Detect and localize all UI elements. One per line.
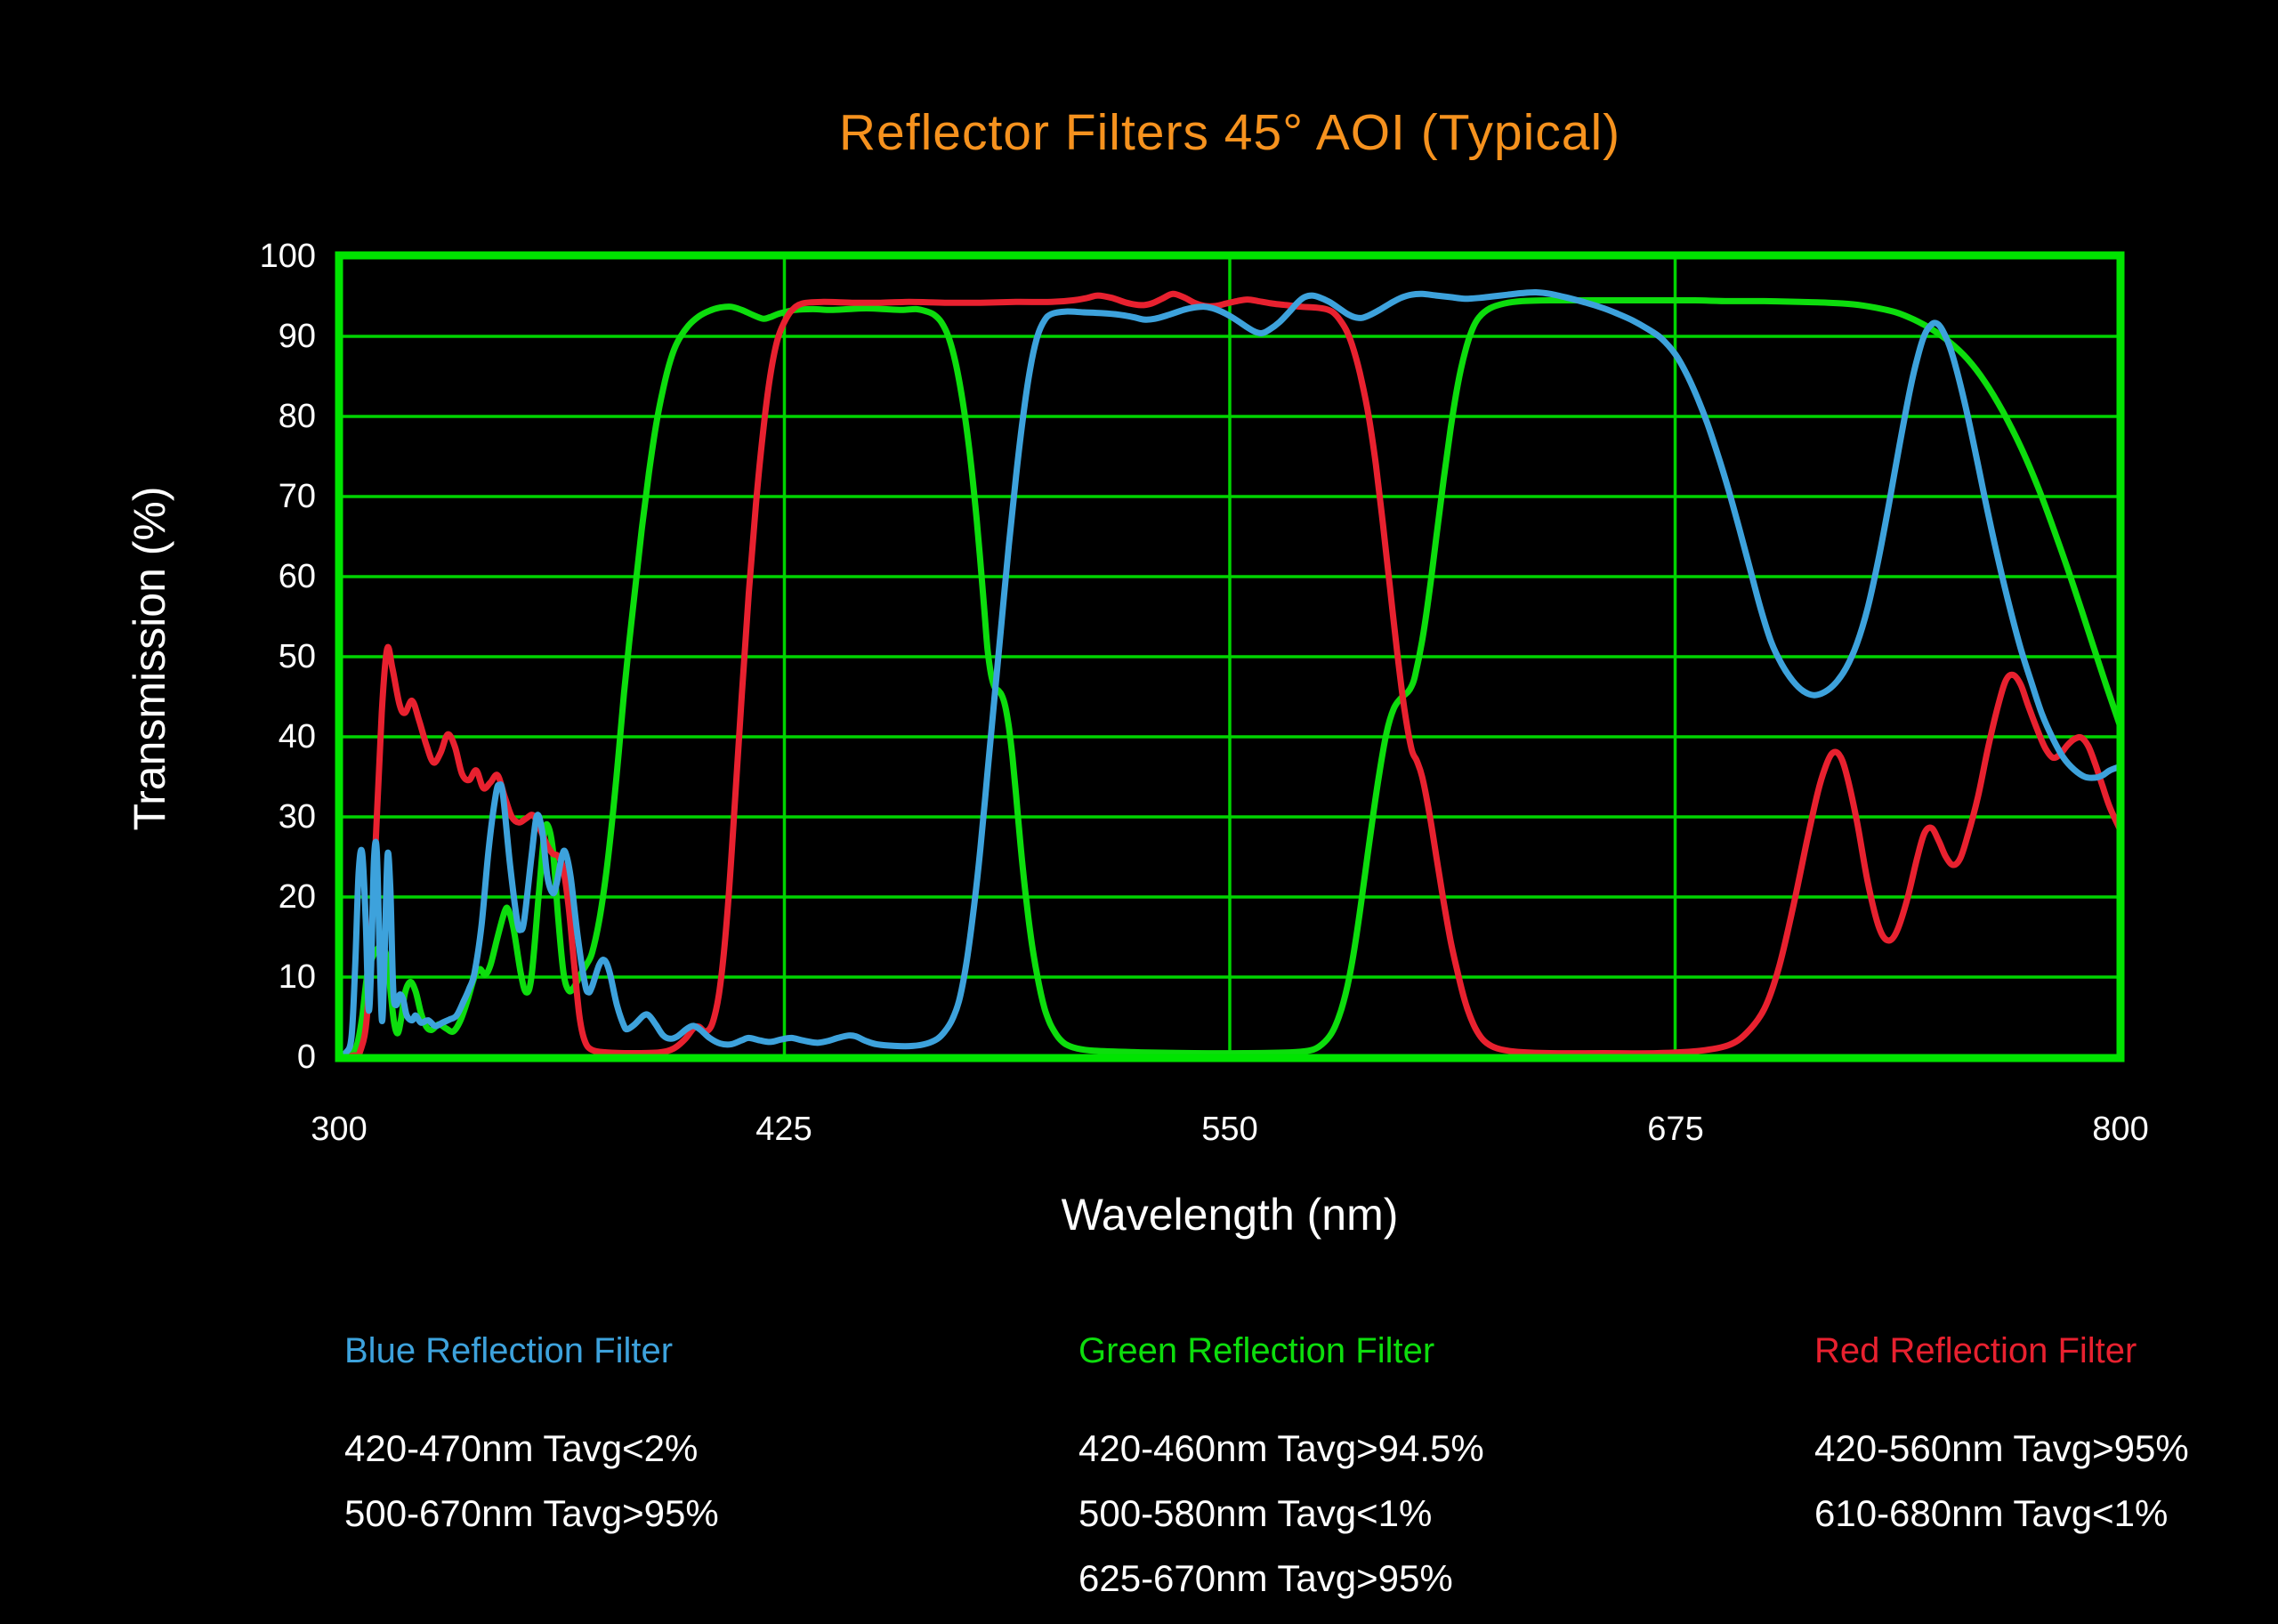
- curve-green-reflection-filter: [335, 296, 2124, 1059]
- x-tick-800: 800: [2092, 1111, 2149, 1148]
- y-tick-100: 100: [259, 238, 316, 275]
- y-tick-70: 70: [278, 478, 316, 515]
- x-tick-550: 550: [1201, 1111, 1258, 1148]
- y-tick-40: 40: [278, 718, 316, 755]
- y-tick-50: 50: [278, 638, 316, 675]
- y-tick-0: 0: [296, 1038, 316, 1076]
- x-tick-300: 300: [311, 1111, 368, 1148]
- plot-gridlines: [339, 256, 2120, 1057]
- legend-red-spec-2: 610-680nm Tavg<1%: [1814, 1492, 2169, 1534]
- plot-border: [335, 251, 2125, 1062]
- legend-blue-spec-1: 420-470nm Tavg<2%: [344, 1427, 699, 1469]
- y-tick-80: 80: [278, 398, 316, 435]
- legend-green-spec-1: 420-460nm Tavg>94.5%: [1078, 1427, 1484, 1469]
- x-axis-title: Wavelength (nm): [1061, 1190, 1399, 1240]
- legend-red-spec-1: 420-560nm Tavg>95%: [1814, 1427, 2189, 1469]
- y-tick-30: 30: [278, 798, 316, 836]
- legend-red-filter: Red Reflection Filter 420-560nm Tavg>95%…: [1814, 1331, 2189, 1546]
- legend-green-spec-2: 500-580nm Tavg<1%: [1078, 1492, 1433, 1534]
- legend-blue-title: Blue Reflection Filter: [344, 1331, 674, 1370]
- x-tick-425: 425: [755, 1111, 812, 1148]
- page-title: Reflector Filters 45° AOI (Typical): [838, 104, 1621, 161]
- plot-curves: [335, 288, 2124, 1061]
- y-tick-60: 60: [278, 558, 316, 595]
- legend-green-spec-3: 625-670nm Tavg>95%: [1078, 1557, 1453, 1599]
- legend-red-title: Red Reflection Filter: [1814, 1331, 2137, 1370]
- curve-blue-reflection-filter: [335, 288, 2124, 1058]
- y-tick-20: 20: [278, 878, 316, 916]
- y-tick-90: 90: [278, 318, 316, 355]
- legend-blue-spec-2: 500-670nm Tavg>95%: [344, 1492, 719, 1534]
- legend-green-filter: Green Reflection Filter 420-460nm Tavg>9…: [1078, 1331, 1484, 1611]
- legend-blue-filter: Blue Reflection Filter 420-470nm Tavg<2%…: [344, 1331, 719, 1546]
- x-tick-675: 675: [1647, 1111, 1704, 1148]
- curve-red-reflection-filter: [335, 290, 2124, 1061]
- y-tick-10: 10: [278, 958, 316, 996]
- legend-green-title: Green Reflection Filter: [1078, 1331, 1435, 1370]
